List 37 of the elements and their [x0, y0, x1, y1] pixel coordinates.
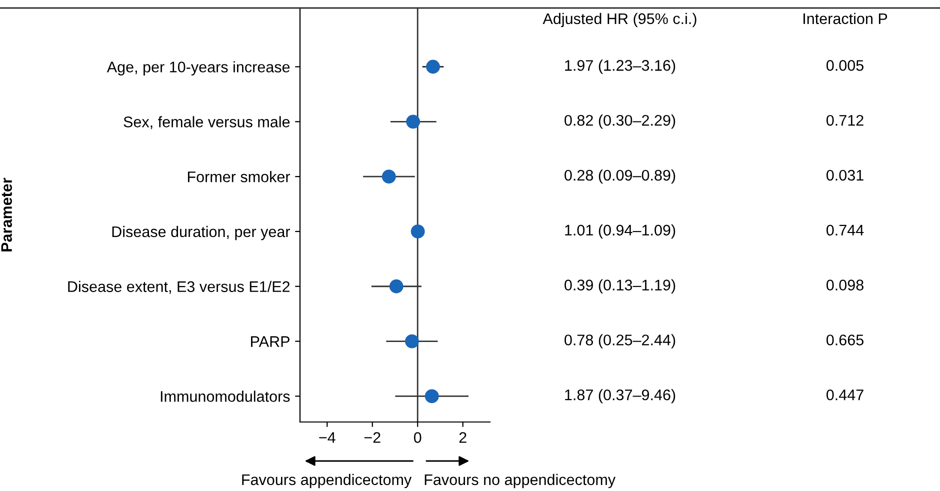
point [405, 334, 419, 348]
point [382, 170, 396, 184]
text: Favours appendicectomy [242, 474, 412, 488]
text: 0.098 [826, 280, 864, 290]
y-axis-title: Parameter [1, 178, 12, 252]
point [389, 279, 404, 294]
point [424, 389, 439, 404]
data-label: 0.39 (0.13–1.19) [564, 279, 676, 294]
text: Favours no appendicectomy [424, 474, 616, 488]
point [410, 224, 425, 238]
y-tick-label: Age, per 10-years increase [106, 61, 290, 76]
text: 0.665 [826, 334, 864, 346]
data-label: 0.78 (0.25–2.44) [564, 334, 676, 348]
x-tick-label: −2 [364, 432, 380, 443]
data-label: 1.97 (1.23–3.16) [565, 60, 676, 74]
text: 0.744 [826, 224, 864, 236]
data-label: 1.01 (0.94–1.09) [565, 224, 676, 239]
y-tick-label: Immunomodulators [160, 390, 290, 402]
y-tick-label: Former smoker [188, 171, 290, 182]
text: Adjusted HR (95% c.i.) [542, 12, 696, 28]
text: 0.005 [826, 60, 864, 71]
data-label: 1.87 (0.37–9.46) [565, 389, 676, 404]
text: 0.031 [826, 170, 864, 181]
text: 0.712 [826, 114, 864, 126]
point [426, 60, 440, 74]
y-tick-label: Disease duration, per year [112, 226, 290, 240]
data-label: 0.28 (0.09–0.89) [564, 169, 676, 184]
x-tick-label: −4 [319, 432, 336, 443]
point [406, 114, 420, 129]
x-tick-label: 2 [459, 432, 466, 443]
y-tick-label: Disease extent, E3 versus E1/E2 [68, 280, 290, 294]
text: Interaction P [804, 12, 888, 24]
data-label: 0.82 (0.30–2.29) [564, 114, 676, 129]
x-tick-label: 0 [414, 432, 422, 443]
y-tick-label: PARP [251, 336, 290, 347]
text: 0.447 [826, 389, 864, 400]
y-tick-label: Sex, female versus male [124, 116, 290, 130]
